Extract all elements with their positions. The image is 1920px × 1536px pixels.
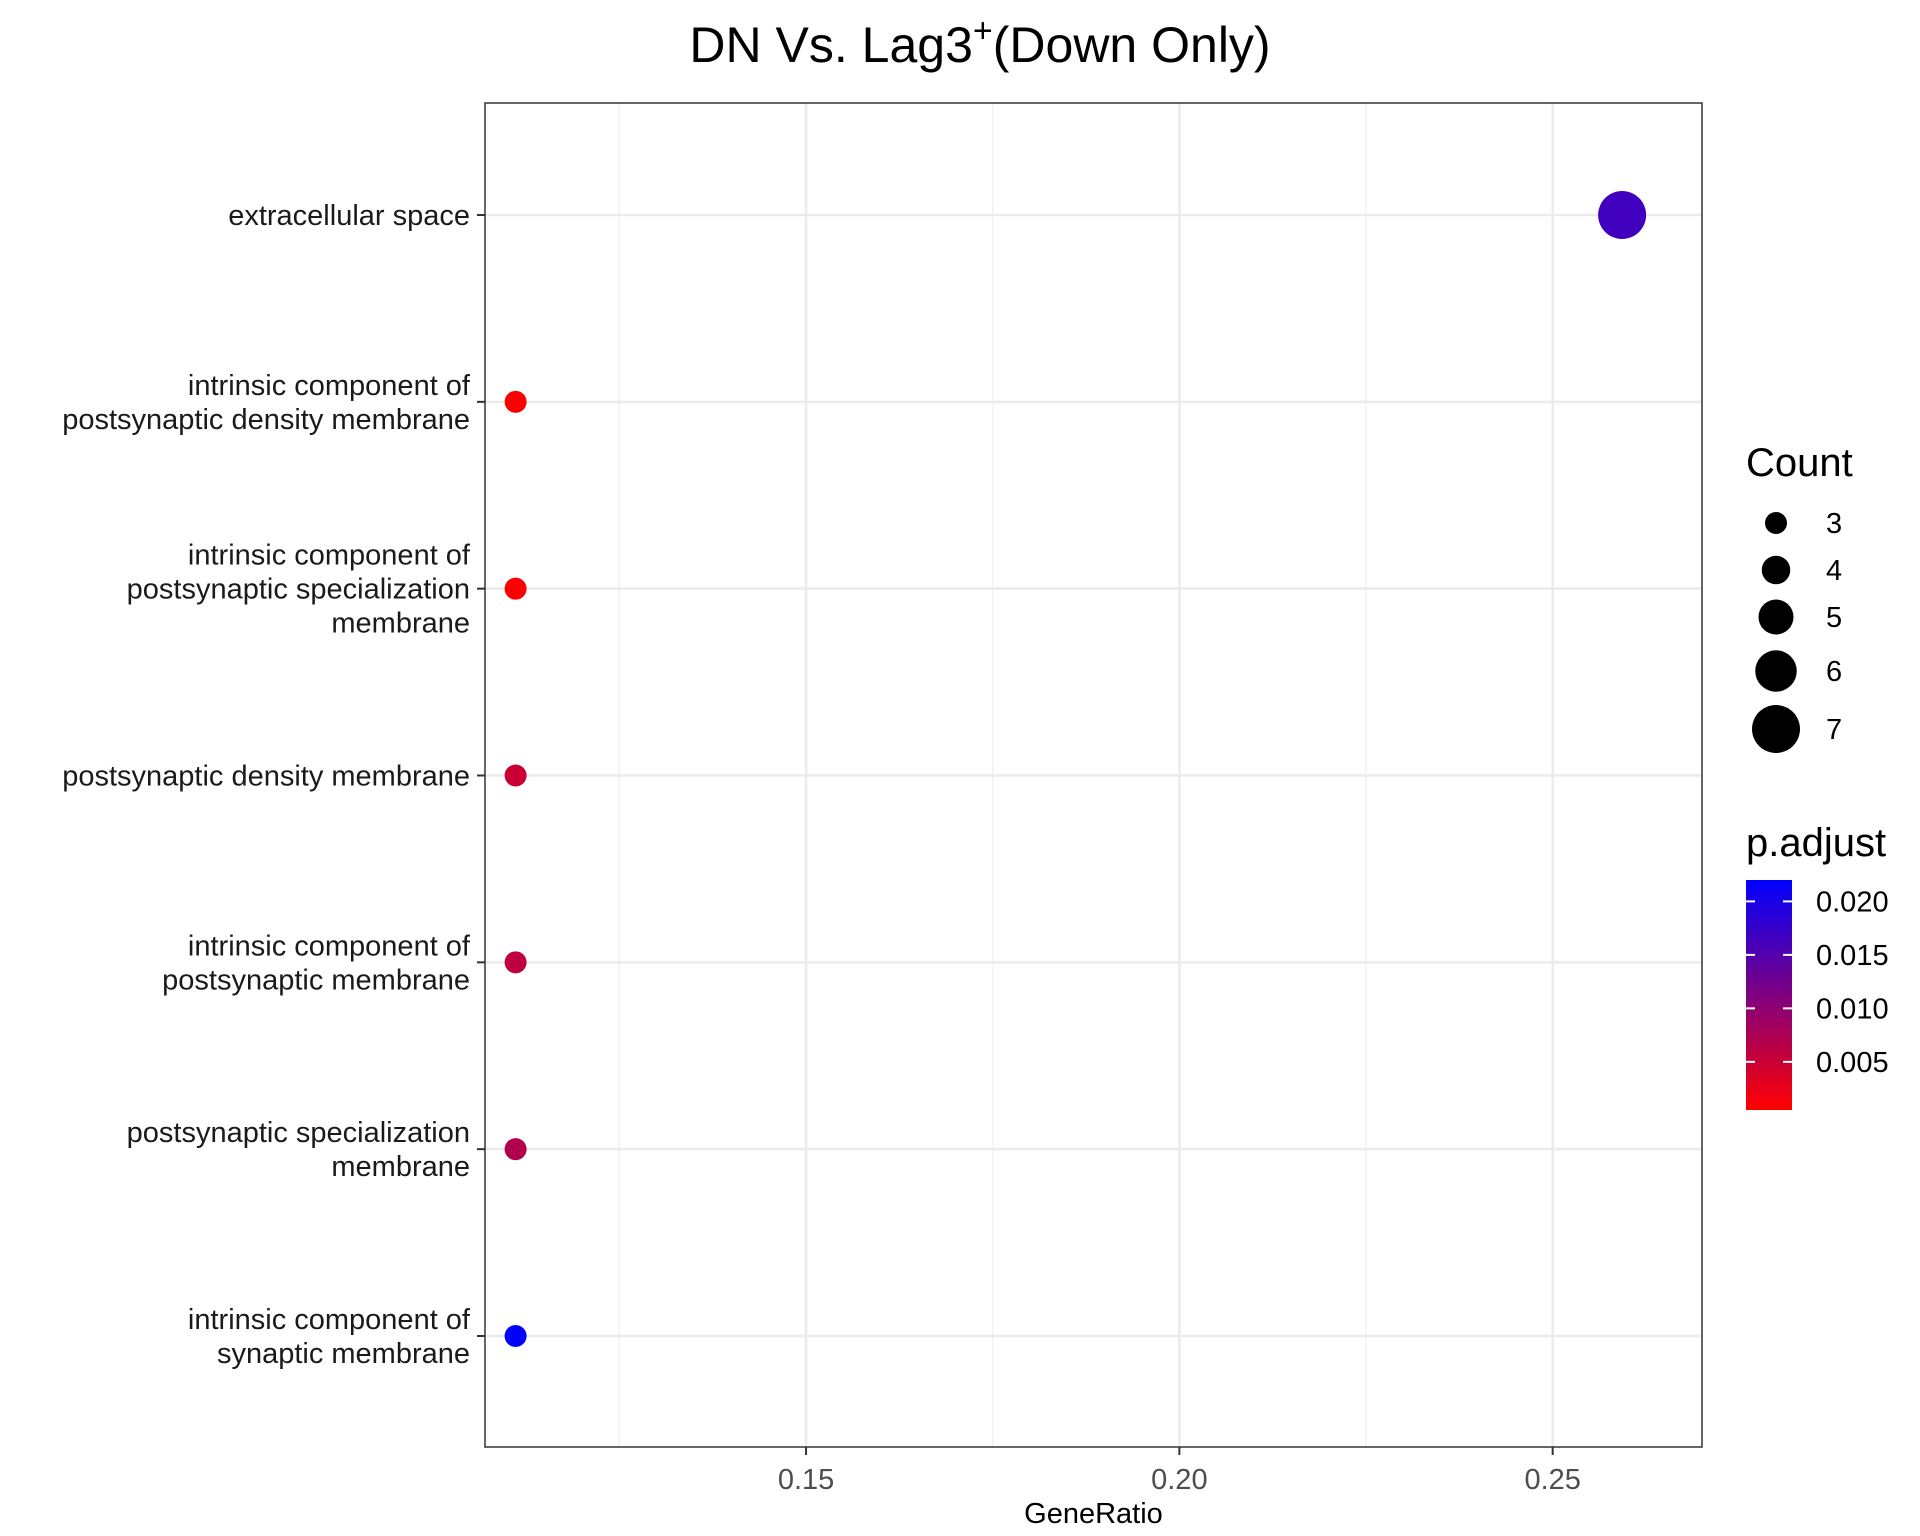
legend-count-key <box>1761 555 1791 585</box>
legend-count-label: 7 <box>1826 714 1842 746</box>
x-tick-label: 0.25 <box>1524 1464 1580 1496</box>
data-point <box>1598 191 1647 239</box>
legend-count-key <box>1755 650 1797 692</box>
legend-p-adjust-label: 0.015 <box>1816 940 1889 972</box>
legend-count: Count 3 4 5 6 7 <box>1746 441 1853 753</box>
y-tick-label: postsynaptic density membrane <box>62 761 470 793</box>
data-point <box>504 951 527 974</box>
y-tick-label: intrinsic component of synaptic membrane <box>188 1304 471 1370</box>
y-tick-label: intrinsic component of postsynaptic membr… <box>162 930 471 996</box>
legend-count-key <box>1758 599 1794 635</box>
y-tick-label: intrinsic component of postsynaptic speci… <box>127 540 471 640</box>
x-tick-label: 0.15 <box>778 1464 834 1496</box>
y-axis: extracellular space intrinsic component o… <box>62 200 485 1370</box>
data-points <box>504 191 1647 1347</box>
chart-title-main: DN Vs. Lag3 <box>689 17 972 73</box>
y-tick-label: postsynaptic specialization membrane <box>127 1117 470 1183</box>
data-point <box>504 764 527 787</box>
x-axis: 0.15 0.20 0.25 <box>778 1447 1581 1496</box>
x-axis-label: GeneRatio <box>1024 1498 1163 1530</box>
data-point <box>504 577 527 600</box>
legend-p-adjust-title: p.adjust <box>1746 821 1886 865</box>
grid-lines <box>485 103 1702 1447</box>
legend-count-label: 6 <box>1826 656 1842 688</box>
chart-title: DN Vs. Lag3+(Down Only) <box>689 12 1270 73</box>
y-tick-label: extracellular space <box>228 200 470 232</box>
chart-title-rest: (Down Only) <box>993 17 1271 73</box>
legend-count-label: 3 <box>1826 508 1842 540</box>
data-point <box>504 1325 527 1347</box>
legend-count-label: 5 <box>1826 602 1842 634</box>
y-tick-label: intrinsic component of postsynaptic densi… <box>62 370 471 436</box>
legend-p-adjust: p.adjust 0.005 0.010 0.015 0.020 <box>1746 821 1889 1110</box>
chart-title-superscript: + <box>973 12 993 50</box>
legend-p-adjust-label: 0.020 <box>1816 886 1889 918</box>
legend-count-key <box>1765 512 1787 534</box>
legend-colorbar <box>1746 880 1792 1110</box>
legend-p-adjust-label: 0.005 <box>1816 1047 1889 1079</box>
data-point <box>504 390 527 413</box>
x-tick-label: 0.20 <box>1151 1464 1207 1496</box>
legend-count-label: 4 <box>1826 555 1842 587</box>
data-point <box>504 1138 527 1161</box>
legend-p-adjust-label: 0.010 <box>1816 993 1889 1025</box>
legend-count-title: Count <box>1746 441 1853 485</box>
legend-count-key <box>1752 705 1800 753</box>
